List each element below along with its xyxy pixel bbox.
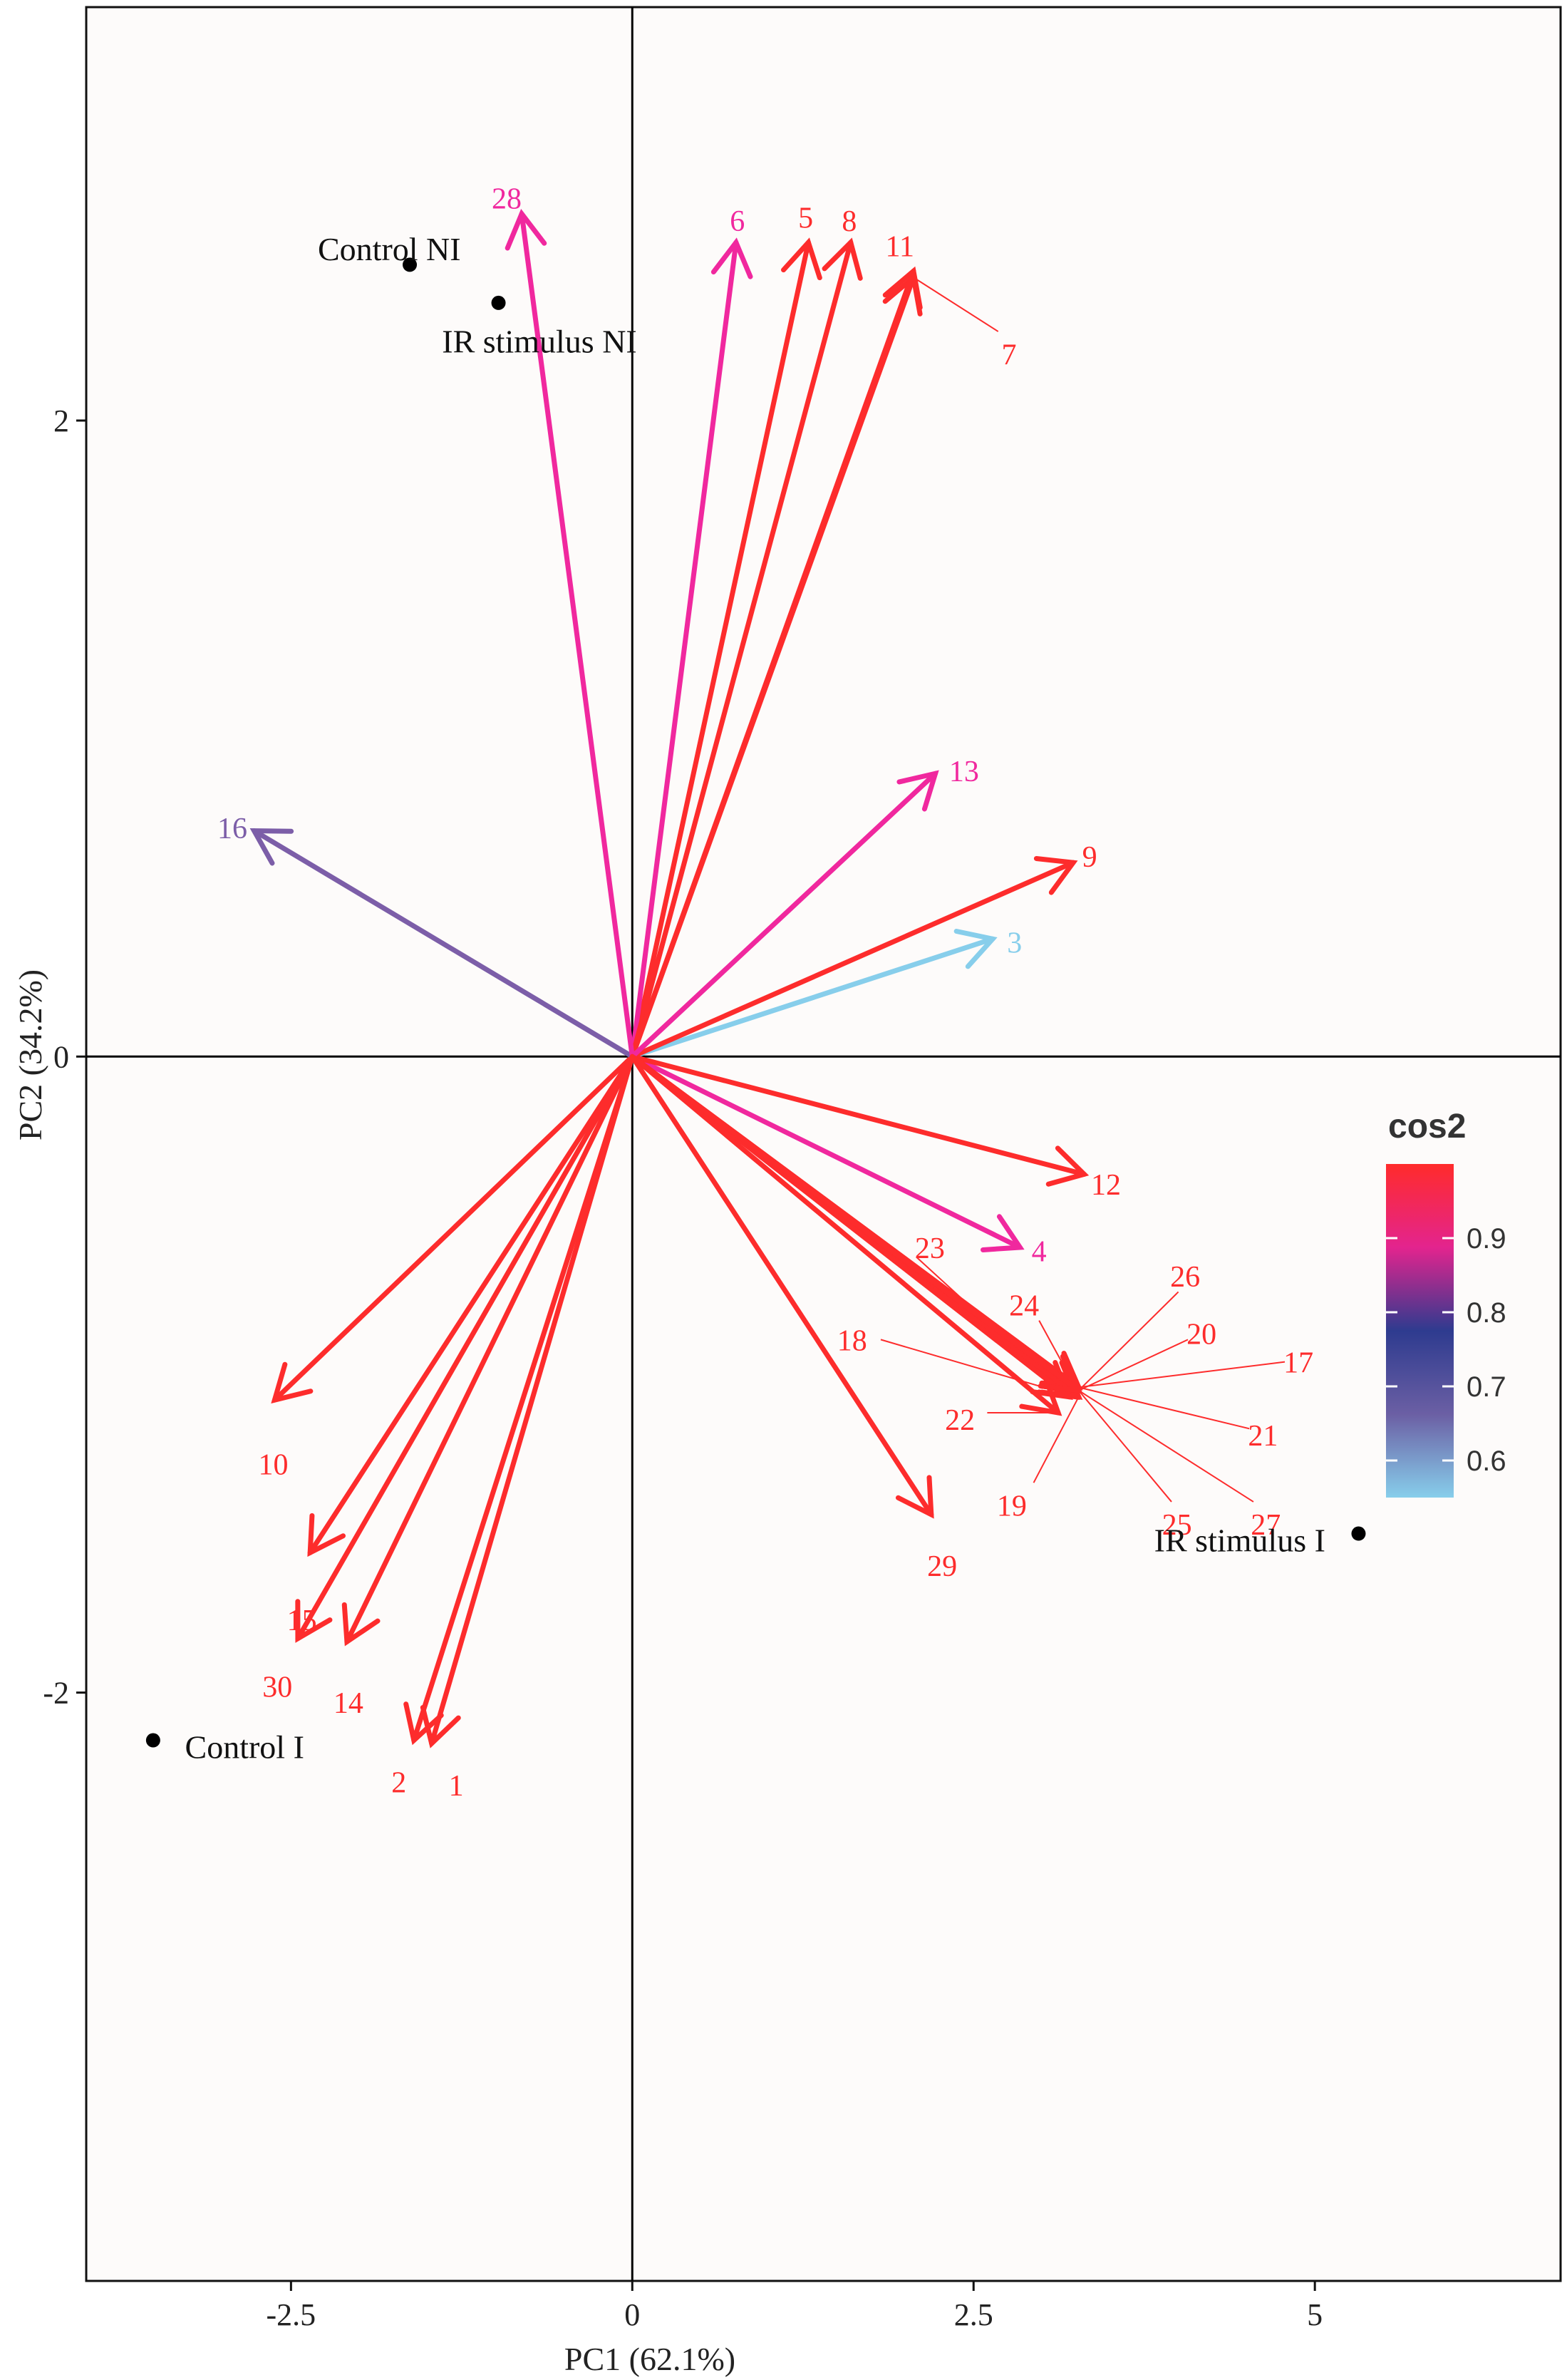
vector-9: [629, 855, 1078, 1059]
vector-label-12: 12: [1091, 1169, 1121, 1202]
leader-line-21: [1078, 1386, 1250, 1430]
vector-11: [629, 266, 923, 1059]
vector-label-9: 9: [1082, 841, 1097, 874]
point-control-i: [145, 1733, 160, 1748]
vector-label-18: 18: [837, 1324, 867, 1357]
variable-vectors: [249, 209, 1090, 1748]
vector-28: [505, 209, 635, 1059]
vector-4: [629, 1054, 1025, 1252]
vector-3: [629, 928, 998, 1059]
vector-label-20: 20: [1186, 1318, 1216, 1351]
x-tick-label: 0: [624, 2297, 640, 2332]
leader-line-26: [1078, 1291, 1179, 1391]
y-axis-title: PC2 (34.2%): [12, 969, 48, 1140]
vector-16: [249, 828, 635, 1059]
vector-label-21: 21: [1248, 1420, 1278, 1453]
y-tick-label: 2: [53, 403, 69, 438]
vector-label-8: 8: [842, 205, 857, 238]
y-tick-label: -2: [43, 1676, 69, 1711]
legend-tick-label: 0.9: [1467, 1223, 1506, 1255]
point-label-control-ni: Control NI: [318, 231, 461, 267]
point-ir-stimulus-ni: [491, 295, 506, 310]
panel-background: [85, 6, 1562, 2282]
vector-label-25: 25: [1162, 1509, 1192, 1542]
x-axis-title: PC1 (62.1%): [564, 2341, 735, 2377]
leader-line-7: [913, 277, 999, 332]
vector-29: [629, 1054, 934, 1519]
vector-label-14: 14: [333, 1687, 363, 1720]
leader-line-20: [1078, 1339, 1189, 1391]
point-control-ni: [403, 257, 418, 272]
vector-15: [307, 1054, 635, 1557]
legend-tick-label: 0.7: [1467, 1371, 1506, 1403]
leader-line-25: [1077, 1390, 1172, 1503]
vector-label-15: 15: [287, 1604, 317, 1637]
vector-label-6: 6: [730, 205, 745, 238]
point-label-ir-stimulus-ni: IR stimulus NI: [442, 323, 636, 359]
vector-label-29: 29: [927, 1550, 957, 1583]
legend-ticks: 0.9 0.8 0.7 0.6: [1386, 1223, 1506, 1477]
legend-tick-label: 0.8: [1467, 1297, 1506, 1329]
vector-8: [629, 237, 863, 1059]
vector-1: [420, 1054, 635, 1748]
vector-10: [271, 1054, 635, 1404]
point-label-control-i: Control I: [185, 1729, 304, 1765]
vector-label-2: 2: [391, 1767, 406, 1800]
vector-label-10: 10: [258, 1448, 288, 1481]
x-tick-label: 2.5: [954, 2297, 993, 2332]
leader-line-19: [1033, 1396, 1080, 1483]
axis-ticks: -2.5 0 2.5 520-2: [43, 403, 1323, 2332]
vector-14: [341, 1054, 635, 1647]
vector-2: [403, 1054, 635, 1746]
vector-label-22: 22: [945, 1404, 975, 1437]
axes: [86, 7, 1561, 2281]
legend-tick-label: 0.6: [1467, 1446, 1506, 1477]
vector-label-19: 19: [997, 1490, 1027, 1523]
legend-colorbar: [1386, 1164, 1454, 1498]
vector-label-13: 13: [949, 756, 979, 788]
vector-label-24: 24: [1009, 1289, 1039, 1322]
vector-label-11: 11: [886, 231, 914, 264]
vector-label-30: 30: [262, 1671, 292, 1704]
variable-labels: 1234567891011121314151617181920212223242…: [217, 183, 1313, 1803]
x-tick-label: 5: [1307, 2297, 1323, 2332]
vector-label-4: 4: [1032, 1235, 1047, 1268]
point-label-ir-stimulus-i: IR stimulus I: [1154, 1522, 1325, 1558]
leader-line-17: [1078, 1361, 1286, 1389]
vector-12: [629, 1054, 1090, 1187]
cos2-legend: cos2 0.9 0.8 0.7 0.6: [1386, 1108, 1506, 1498]
vector-label-23: 23: [915, 1232, 945, 1265]
x-tick-label: -2.5: [267, 2297, 316, 2332]
vector-5: [629, 237, 822, 1059]
legend-title: cos2: [1388, 1108, 1466, 1145]
y-tick-label: 0: [53, 1039, 69, 1074]
vector-label-17: 17: [1283, 1347, 1313, 1380]
vector-label-3: 3: [1007, 927, 1022, 960]
vector-6: [629, 237, 753, 1059]
vector-label-5: 5: [798, 202, 813, 235]
vector-label-26: 26: [1170, 1261, 1200, 1294]
individual-points: Control NI IR stimulus NI Control I IR stim…: [145, 231, 1366, 1765]
vector-label-1: 1: [449, 1770, 464, 1803]
vector-label-28: 28: [492, 183, 522, 216]
leader-line-27: [1078, 1389, 1254, 1503]
vector-label-7: 7: [1002, 339, 1017, 371]
vector-30: [295, 1054, 635, 1643]
vector-label-27: 27: [1251, 1509, 1281, 1542]
vector-label-16: 16: [217, 813, 247, 845]
point-ir-stimulus-i: [1351, 1526, 1366, 1541]
vector-13: [629, 770, 939, 1059]
vector-27: [629, 1054, 1083, 1394]
